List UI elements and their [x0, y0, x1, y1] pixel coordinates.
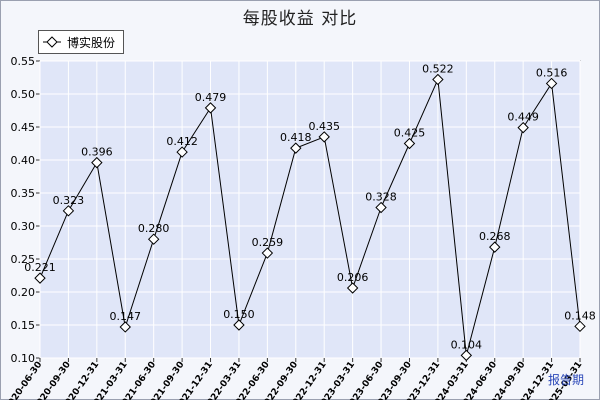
data-point — [403, 137, 416, 150]
data-label: 0.479 — [195, 91, 227, 104]
legend-marker-icon — [43, 36, 61, 48]
data-label: 0.206 — [337, 271, 369, 284]
data-point — [460, 349, 473, 362]
x-tick-label: 2020-06-30 — [3, 360, 44, 400]
data-point — [233, 319, 245, 331]
data-point — [489, 241, 501, 253]
data-label: 0.148 — [564, 309, 596, 322]
y-tick-label: 0.35 — [11, 187, 36, 200]
data-label: 0.396 — [81, 146, 113, 159]
data-label: 0.435 — [308, 120, 340, 133]
legend: 博实股份 — [38, 30, 125, 54]
y-tick-label: 0.25 — [11, 253, 36, 266]
data-label: 0.522 — [422, 62, 454, 75]
chart-title: 每股收益 对比 — [242, 9, 358, 29]
data-label: 0.280 — [138, 222, 170, 235]
data-point — [34, 272, 46, 284]
y-tick-label: 0.55 — [11, 55, 36, 68]
data-label: 0.516 — [536, 66, 568, 79]
data-label: 0.425 — [394, 127, 426, 140]
data-label: 0.418 — [280, 131, 312, 144]
y-tick-label: 0.15 — [11, 319, 36, 332]
data-point — [62, 205, 75, 217]
data-label: 0.449 — [507, 111, 539, 124]
y-tick-label: 0.10 — [11, 352, 36, 365]
data-point — [261, 247, 274, 259]
data-point — [574, 320, 586, 333]
data-point — [545, 77, 558, 90]
data-label: 0.412 — [166, 135, 198, 148]
series-line — [39, 77, 581, 356]
data-point — [375, 201, 387, 214]
y-tick-label: 0.30 — [11, 220, 36, 233]
data-label: 0.150 — [223, 308, 255, 321]
data-point — [119, 321, 131, 333]
period-axis-label: 报告期 — [548, 372, 584, 387]
plot-area — [39, 60, 581, 359]
y-tick-label: 0.45 — [11, 121, 36, 134]
data-point — [318, 131, 330, 143]
y-tick-label: 0.50 — [11, 88, 36, 101]
data-point — [204, 102, 217, 114]
data-point — [517, 121, 529, 134]
data-point — [346, 282, 359, 294]
legend-label: 博实股份 — [67, 35, 116, 50]
data-label: 0.221 — [24, 261, 56, 274]
data-label: 0.104 — [451, 338, 483, 351]
y-tick-label: 0.40 — [11, 154, 36, 167]
data-point — [147, 233, 160, 245]
data-point — [290, 142, 302, 154]
y-tick-label: 0.20 — [11, 286, 36, 299]
data-label: 0.268 — [479, 230, 511, 243]
data-point — [176, 146, 188, 158]
data-point — [432, 73, 444, 86]
data-label: 0.323 — [53, 194, 85, 207]
data-label: 0.259 — [252, 236, 284, 249]
data-label: 0.147 — [110, 310, 142, 323]
data-point — [91, 156, 103, 169]
data-label: 0.328 — [365, 191, 397, 204]
